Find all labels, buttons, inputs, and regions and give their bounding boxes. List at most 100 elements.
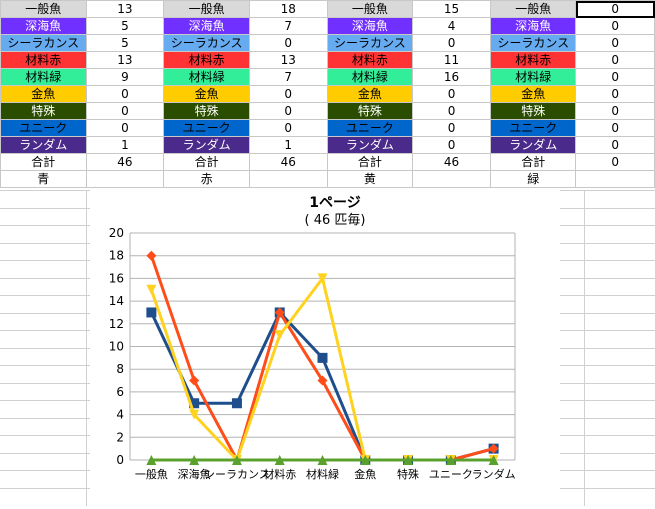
- total-label-cell[interactable]: 合計: [489, 153, 577, 171]
- total-value-cell[interactable]: 0: [575, 153, 655, 171]
- value-cell[interactable]: 0: [248, 102, 328, 120]
- value-cell[interactable]: 0: [412, 85, 491, 103]
- category-label-cell[interactable]: 深海魚: [0, 17, 87, 35]
- data-point: [360, 455, 371, 465]
- data-point: [231, 455, 242, 465]
- value-cell[interactable]: 0: [575, 85, 655, 103]
- value-cell[interactable]: 13: [85, 51, 165, 69]
- category-label-cell[interactable]: 特殊: [0, 102, 87, 120]
- category-label-cell[interactable]: ランダム: [0, 136, 87, 154]
- y-tick-label: 14: [109, 294, 124, 308]
- category-label-cell[interactable]: 一般魚: [163, 0, 250, 18]
- category-label-cell[interactable]: 一般魚: [489, 0, 577, 18]
- value-cell[interactable]: 0: [575, 119, 655, 137]
- category-label-cell[interactable]: ランダム: [163, 136, 250, 154]
- category-label-cell[interactable]: 材料緑: [489, 68, 577, 86]
- data-point: [146, 250, 157, 261]
- table-row: 材料緑 9 材料緑 7 材料緑 16 材料緑 0: [0, 68, 655, 86]
- value-cell[interactable]: 0: [248, 34, 328, 52]
- category-label-cell[interactable]: 材料緑: [0, 68, 87, 86]
- category-label-cell[interactable]: 金魚: [489, 85, 577, 103]
- empty-cell[interactable]: [85, 170, 165, 188]
- value-cell[interactable]: 13: [248, 51, 328, 69]
- value-cell[interactable]: 7: [248, 17, 328, 35]
- value-cell[interactable]: 0: [85, 119, 165, 137]
- total-value-cell[interactable]: 46: [248, 153, 328, 171]
- category-label-cell[interactable]: シーラカンス: [326, 34, 414, 52]
- data-point: [488, 443, 499, 454]
- total-label-cell[interactable]: 合計: [326, 153, 414, 171]
- value-cell[interactable]: 7: [248, 68, 328, 86]
- category-label-cell[interactable]: 特殊: [163, 102, 250, 120]
- value-cell[interactable]: 0: [575, 17, 655, 35]
- value-cell[interactable]: 0: [412, 119, 491, 137]
- table-row: 深海魚 5 深海魚 7 深海魚 4 深海魚 0: [0, 17, 655, 35]
- category-label-cell[interactable]: ユニーク: [0, 119, 87, 137]
- empty-cell[interactable]: [575, 170, 655, 188]
- total-label-cell[interactable]: 合計: [0, 153, 87, 171]
- value-cell[interactable]: 0: [412, 102, 491, 120]
- value-cell[interactable]: 0: [575, 136, 655, 154]
- empty-cell[interactable]: [248, 170, 328, 188]
- value-cell[interactable]: 0: [248, 119, 328, 137]
- category-label-cell[interactable]: 材料赤: [0, 51, 87, 69]
- value-cell[interactable]: 18: [248, 0, 328, 18]
- value-cell[interactable]: 0: [85, 102, 165, 120]
- category-label-cell[interactable]: 特殊: [489, 102, 577, 120]
- category-label-cell[interactable]: 材料赤: [163, 51, 250, 69]
- category-label-cell[interactable]: シーラカンス: [163, 34, 250, 52]
- category-label-cell[interactable]: 金魚: [163, 85, 250, 103]
- value-cell[interactable]: 0: [412, 136, 491, 154]
- category-label-cell[interactable]: ランダム: [326, 136, 414, 154]
- category-label-cell[interactable]: ユニーク: [489, 119, 577, 137]
- value-cell[interactable]: 0: [248, 85, 328, 103]
- data-point: [317, 455, 328, 465]
- category-label-cell[interactable]: 一般魚: [326, 0, 414, 18]
- data-point: [231, 398, 242, 409]
- value-cell[interactable]: 0: [575, 0, 655, 18]
- value-cell[interactable]: 0: [575, 51, 655, 69]
- category-label-cell[interactable]: 材料緑: [163, 68, 250, 86]
- total-label-cell[interactable]: 合計: [163, 153, 250, 171]
- category-label-cell[interactable]: ユニーク: [163, 119, 250, 137]
- value-cell[interactable]: 15: [412, 0, 491, 18]
- group-name-cell[interactable]: 青: [0, 170, 87, 188]
- total-value-cell[interactable]: 46: [412, 153, 491, 171]
- group-name-cell[interactable]: 緑: [489, 170, 577, 188]
- total-value-cell[interactable]: 46: [85, 153, 165, 171]
- value-cell[interactable]: 5: [85, 17, 165, 35]
- value-cell[interactable]: 1: [248, 136, 328, 154]
- category-label-cell[interactable]: 金魚: [0, 85, 87, 103]
- value-cell[interactable]: 0: [575, 102, 655, 120]
- category-label-cell[interactable]: 金魚: [326, 85, 414, 103]
- value-cell[interactable]: 0: [575, 34, 655, 52]
- value-cell[interactable]: 16: [412, 68, 491, 86]
- plot-area: 0 2 4 6 8 10 12 14 16 18 20 一般魚 深海魚シーラカンス材料赤 材料緑 金魚 特殊ユ…: [109, 226, 516, 481]
- category-label-cell[interactable]: 深海魚: [489, 17, 577, 35]
- value-cell[interactable]: 0: [85, 85, 165, 103]
- category-label-cell[interactable]: 特殊: [326, 102, 414, 120]
- category-label-cell[interactable]: シーラカンス: [0, 34, 87, 52]
- value-cell[interactable]: 4: [412, 17, 491, 35]
- category-label-cell[interactable]: 材料緑: [326, 68, 414, 86]
- category-label-cell[interactable]: 一般魚: [0, 0, 87, 18]
- value-cell[interactable]: 1: [85, 136, 165, 154]
- category-label-cell[interactable]: 材料赤: [326, 51, 414, 69]
- group-name-cell[interactable]: 赤: [163, 170, 250, 188]
- value-cell[interactable]: 11: [412, 51, 491, 69]
- category-label-cell[interactable]: 深海魚: [326, 17, 414, 35]
- category-label-cell[interactable]: シーラカンス: [489, 34, 577, 52]
- category-label-cell[interactable]: ユニーク: [326, 119, 414, 137]
- category-label-cell[interactable]: ランダム: [489, 136, 577, 154]
- value-cell[interactable]: 9: [85, 68, 165, 86]
- chart[interactable]: 1ページ ( 46 匹毎) 0 2 4 6 8 10 12 14 16 18 20 一般魚 深海魚 シーラ…: [90, 190, 560, 506]
- category-label-cell[interactable]: 深海魚: [163, 17, 250, 35]
- empty-cell[interactable]: [412, 170, 491, 188]
- group-name-cell[interactable]: 黄: [326, 170, 414, 188]
- value-cell[interactable]: 0: [575, 68, 655, 86]
- value-cell[interactable]: 13: [85, 0, 165, 18]
- value-cell[interactable]: 5: [85, 34, 165, 52]
- value-cell[interactable]: 0: [412, 34, 491, 52]
- table-row: 一般魚 13 一般魚 18 一般魚 15 一般魚 0: [0, 0, 655, 18]
- category-label-cell[interactable]: 材料赤: [489, 51, 577, 69]
